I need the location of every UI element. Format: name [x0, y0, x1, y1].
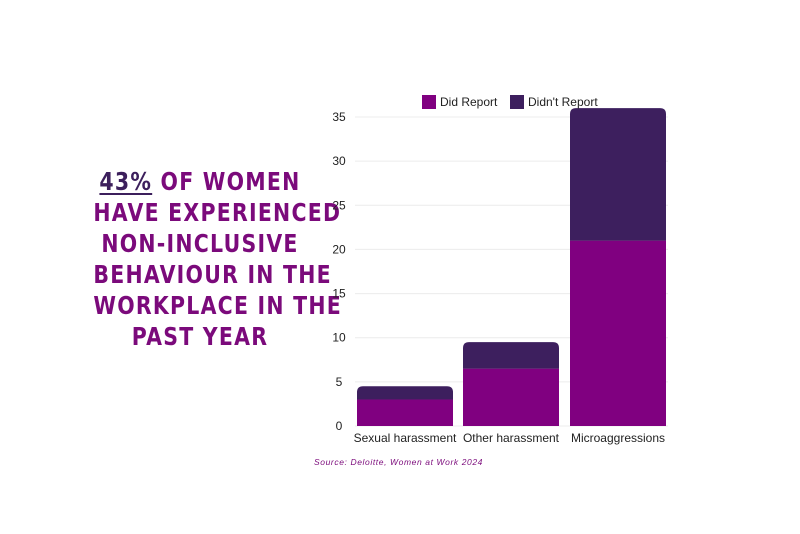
headline-stat: 43% — [99, 167, 153, 196]
y-tick-label: 0 — [336, 419, 343, 433]
bar-segment — [357, 386, 453, 400]
source-note: Source: Deloitte, Women at Work 2024 — [314, 457, 483, 467]
y-tick-label: 5 — [336, 375, 343, 389]
legend-label: Didn't Report — [528, 95, 598, 109]
headline-line-3: NON-INCLUSIVE — [101, 229, 299, 258]
headline-line-6: PAST YEAR — [131, 322, 269, 351]
bar-segment — [463, 342, 559, 369]
y-tick-label: 30 — [332, 154, 346, 168]
x-category-label: Other harassment — [463, 431, 560, 445]
x-category-label: Microaggressions — [571, 431, 665, 445]
legend-label: Did Report — [440, 95, 498, 109]
bar-segment — [570, 240, 666, 426]
y-tick-label: 35 — [332, 110, 346, 124]
bar-segment — [357, 399, 453, 426]
bar-segment — [463, 368, 559, 426]
headline-line-4: BEHAVIOUR IN THE — [93, 260, 332, 289]
x-category-label: Sexual harassment — [354, 431, 457, 445]
y-tick-label: 15 — [332, 287, 346, 301]
bar-segment — [570, 108, 666, 241]
legend-swatch — [422, 95, 436, 109]
legend-swatch — [510, 95, 524, 109]
headline-line-1: 43% OF WOMEN — [93, 166, 306, 197]
y-tick-label: 10 — [332, 331, 346, 345]
y-tick-label: 20 — [332, 242, 346, 256]
headline-line-1-rest: OF WOMEN — [152, 167, 301, 196]
headline: 43% OF WOMEN HAVE EXPERIENCED NON-INCLUS… — [93, 166, 343, 352]
headline-line-5: WORKPLACE IN THE — [93, 291, 343, 320]
headline-line-2: HAVE EXPERIENCED — [93, 198, 342, 227]
y-tick-label: 25 — [332, 198, 346, 212]
